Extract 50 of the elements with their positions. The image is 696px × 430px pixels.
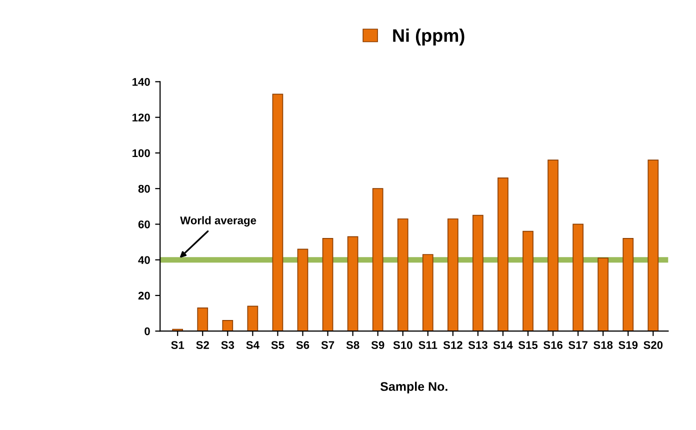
x-tick-label: S11 <box>418 341 438 349</box>
y-tick-label: 0 <box>144 327 150 336</box>
bar <box>422 254 434 332</box>
bar <box>472 214 484 332</box>
x-tick-label: S12 <box>443 341 462 349</box>
bar <box>297 248 308 332</box>
bar <box>272 94 284 332</box>
x-tick-label: S8 <box>346 341 360 349</box>
x-tick-label: S19 <box>618 341 638 349</box>
bar <box>498 177 508 332</box>
x-tick-label: S10 <box>393 341 412 349</box>
y-tick-label: 60 <box>138 220 150 228</box>
y-tick-label: 20 <box>138 292 150 300</box>
x-tick-label: S13 <box>468 341 488 349</box>
y-tick-label: 40 <box>138 256 150 264</box>
bar <box>548 160 558 332</box>
bar <box>372 188 384 332</box>
bar <box>397 218 408 332</box>
bar <box>347 236 358 332</box>
x-tick-label: S9 <box>371 341 384 349</box>
x-tick-label: S18 <box>594 341 613 349</box>
x-tick-label: S5 <box>271 341 284 349</box>
x-tick-label: S14 <box>493 341 513 349</box>
x-tick-label: S2 <box>196 341 209 349</box>
legend-label: Ni (ppm) <box>393 28 464 46</box>
x-tick-label: S4 <box>246 341 260 349</box>
bar <box>447 218 458 332</box>
x-axis-title: Sample No. <box>380 382 448 394</box>
bar <box>197 308 208 332</box>
bar <box>247 306 258 332</box>
x-tick-label: S15 <box>518 341 538 349</box>
bar <box>522 230 534 332</box>
x-tick-label: S17 <box>568 341 588 349</box>
y-tick-label: 120 <box>132 114 150 122</box>
x-tick-label: S20 <box>644 341 663 349</box>
bar <box>322 238 334 332</box>
bar <box>222 320 234 332</box>
x-tick-label: S16 <box>543 341 563 349</box>
x-tick-label: S3 <box>221 341 234 349</box>
x-tick-label: S1 <box>171 341 184 349</box>
bar <box>598 258 609 332</box>
y-tick-label: 80 <box>138 184 150 193</box>
bar <box>572 224 584 332</box>
x-tick-label: S7 <box>321 341 334 349</box>
bar <box>622 238 634 332</box>
x-tick-label: S6 <box>296 341 310 349</box>
y-tick-label: 100 <box>132 149 150 158</box>
bar <box>648 160 659 332</box>
y-tick-label: 140 <box>132 78 150 86</box>
annotation: World average <box>180 216 256 227</box>
